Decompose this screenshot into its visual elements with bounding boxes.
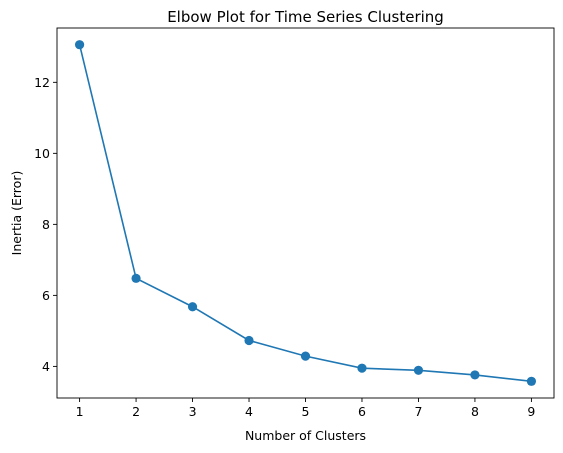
y-tick-label: 6 xyxy=(42,288,50,303)
x-tick-label: 2 xyxy=(132,404,140,419)
y-axis-label: Inertia (Error) xyxy=(9,171,24,256)
data-point xyxy=(526,376,537,386)
y-tick-label: 8 xyxy=(42,217,50,232)
y-tick-label: 4 xyxy=(42,359,50,374)
series-line xyxy=(78,44,532,383)
data-point xyxy=(131,273,141,283)
x-axis: 1 2 3 4 5 6 7 8 9 xyxy=(76,398,535,419)
data-point xyxy=(413,365,424,375)
y-axis: 4 6 8 10 12 xyxy=(34,75,57,374)
plot-frame xyxy=(56,27,555,399)
x-axis-label: Number of Clusters xyxy=(245,428,366,443)
x-tick-label: 5 xyxy=(302,404,310,419)
data-point xyxy=(300,351,311,361)
x-tick-label: 4 xyxy=(245,404,253,419)
data-point xyxy=(74,40,85,50)
data-point xyxy=(244,335,254,346)
x-tick-label: 9 xyxy=(527,404,535,419)
chart-title: Elbow Plot for Time Series Clustering xyxy=(167,8,444,26)
x-tick-label: 6 xyxy=(358,404,366,419)
data-point xyxy=(357,363,367,373)
y-tick-label: 10 xyxy=(34,146,50,161)
data-point xyxy=(470,370,480,380)
x-tick-label: 3 xyxy=(189,404,197,419)
x-tick-label: 8 xyxy=(471,404,479,419)
series-points xyxy=(74,40,537,386)
y-tick-label: 12 xyxy=(34,75,50,90)
x-tick-label: 1 xyxy=(76,404,84,419)
data-point xyxy=(187,302,198,312)
x-tick-label: 7 xyxy=(414,404,422,419)
